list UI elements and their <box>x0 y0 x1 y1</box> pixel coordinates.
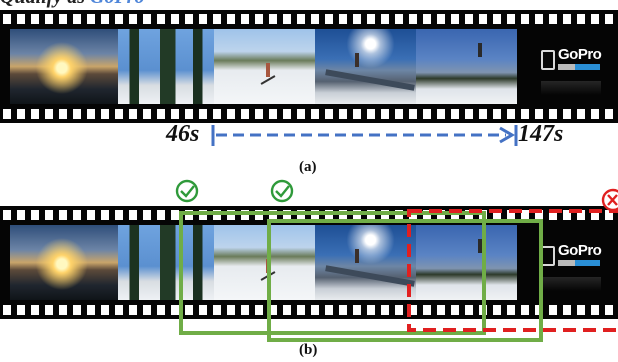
camera-icon <box>541 246 555 266</box>
gopro-logo-reflection <box>541 277 601 291</box>
frame-pine-trees <box>118 29 214 104</box>
check-circle-icon <box>270 179 294 203</box>
frame-gopro-logo: GoPro <box>517 225 618 300</box>
sprocket-holes-top <box>0 210 618 220</box>
frame-skier-slope <box>214 29 315 104</box>
frame-sunset-lake <box>10 225 118 300</box>
header-highlight: GoPro <box>90 0 144 8</box>
header-prefix: Qualify as <box>0 0 90 8</box>
end-time-label: 147s <box>518 121 564 147</box>
camera-icon <box>541 50 555 70</box>
frame-gopro-logo: GoPro <box>517 29 618 104</box>
frame-skier-jump <box>416 225 517 300</box>
sprocket-holes-bottom <box>0 109 618 119</box>
sprocket-holes-top <box>0 14 618 24</box>
check-circle-icon <box>175 179 199 203</box>
gopro-logo-bar <box>558 64 600 70</box>
filmstrip-a: GoPro <box>0 10 618 123</box>
figure-header-text: Qualify as GoPro <box>0 0 618 10</box>
caption-a: (a) <box>299 159 317 175</box>
frame-sun-rail <box>315 225 416 300</box>
gopro-logo-text: GoPro <box>558 46 602 63</box>
caption-b: (b) <box>299 342 318 358</box>
frame-skier-jump <box>416 29 517 104</box>
gopro-logo-bar <box>558 260 600 266</box>
sprocket-holes-bottom <box>0 305 618 315</box>
frame-sunset-lake <box>10 29 118 104</box>
frame-sun-rail <box>315 29 416 104</box>
frame-skier-slope <box>214 225 315 300</box>
frame-pine-trees <box>118 225 214 300</box>
gopro-logo-reflection <box>541 81 601 95</box>
start-time-label: 46s <box>166 121 200 147</box>
gopro-logo-text: GoPro <box>558 242 602 259</box>
filmstrip-b: GoPro <box>0 206 618 319</box>
